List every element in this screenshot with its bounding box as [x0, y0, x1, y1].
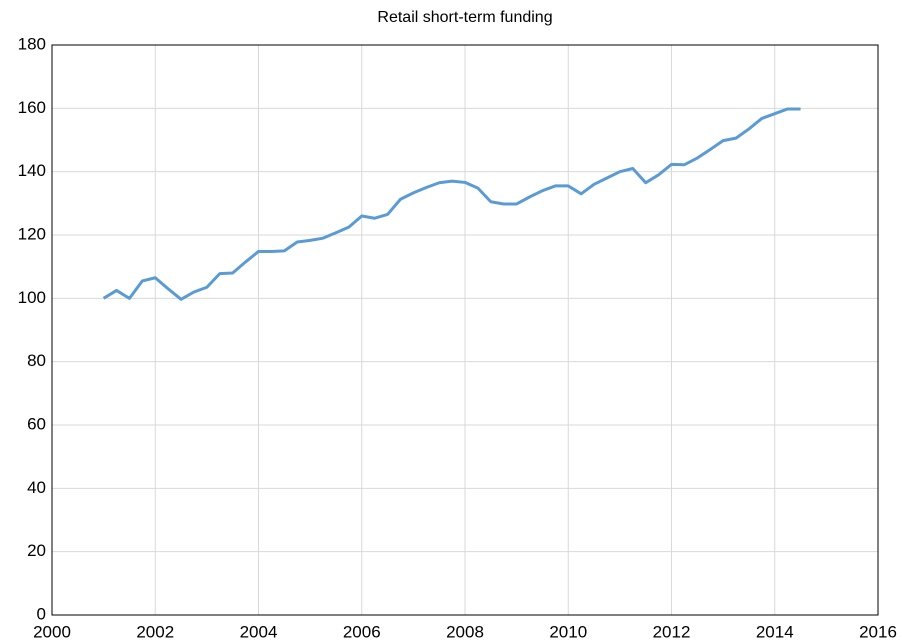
y-tick-label: 20 — [27, 541, 46, 560]
y-tick-label: 120 — [18, 224, 46, 243]
y-tick-label: 160 — [18, 98, 46, 117]
y-tick-label: 100 — [18, 288, 46, 307]
x-tick-label: 2008 — [446, 622, 484, 641]
chart-title: Retail short-term funding — [377, 9, 552, 26]
x-tick-label: 2012 — [653, 622, 691, 641]
x-tick-label: 2002 — [136, 622, 174, 641]
data-line — [102, 107, 801, 301]
plot-frame — [51, 44, 879, 616]
y-tick-label: 40 — [27, 478, 46, 497]
y-tick-label: 80 — [27, 351, 46, 370]
x-tick-label: 2010 — [549, 622, 587, 641]
x-tick-label: 2004 — [240, 622, 278, 641]
y-tick-label: 0 — [37, 604, 46, 623]
x-tick-label: 2006 — [343, 622, 381, 641]
y-tick-label: 60 — [27, 414, 46, 433]
y-tick-label: 180 — [18, 34, 46, 53]
y-tick-label: 140 — [18, 161, 46, 180]
x-tick-label: 2014 — [756, 622, 794, 641]
x-tick-label: 2016 — [859, 622, 897, 641]
x-tick-label: 2000 — [33, 622, 71, 641]
